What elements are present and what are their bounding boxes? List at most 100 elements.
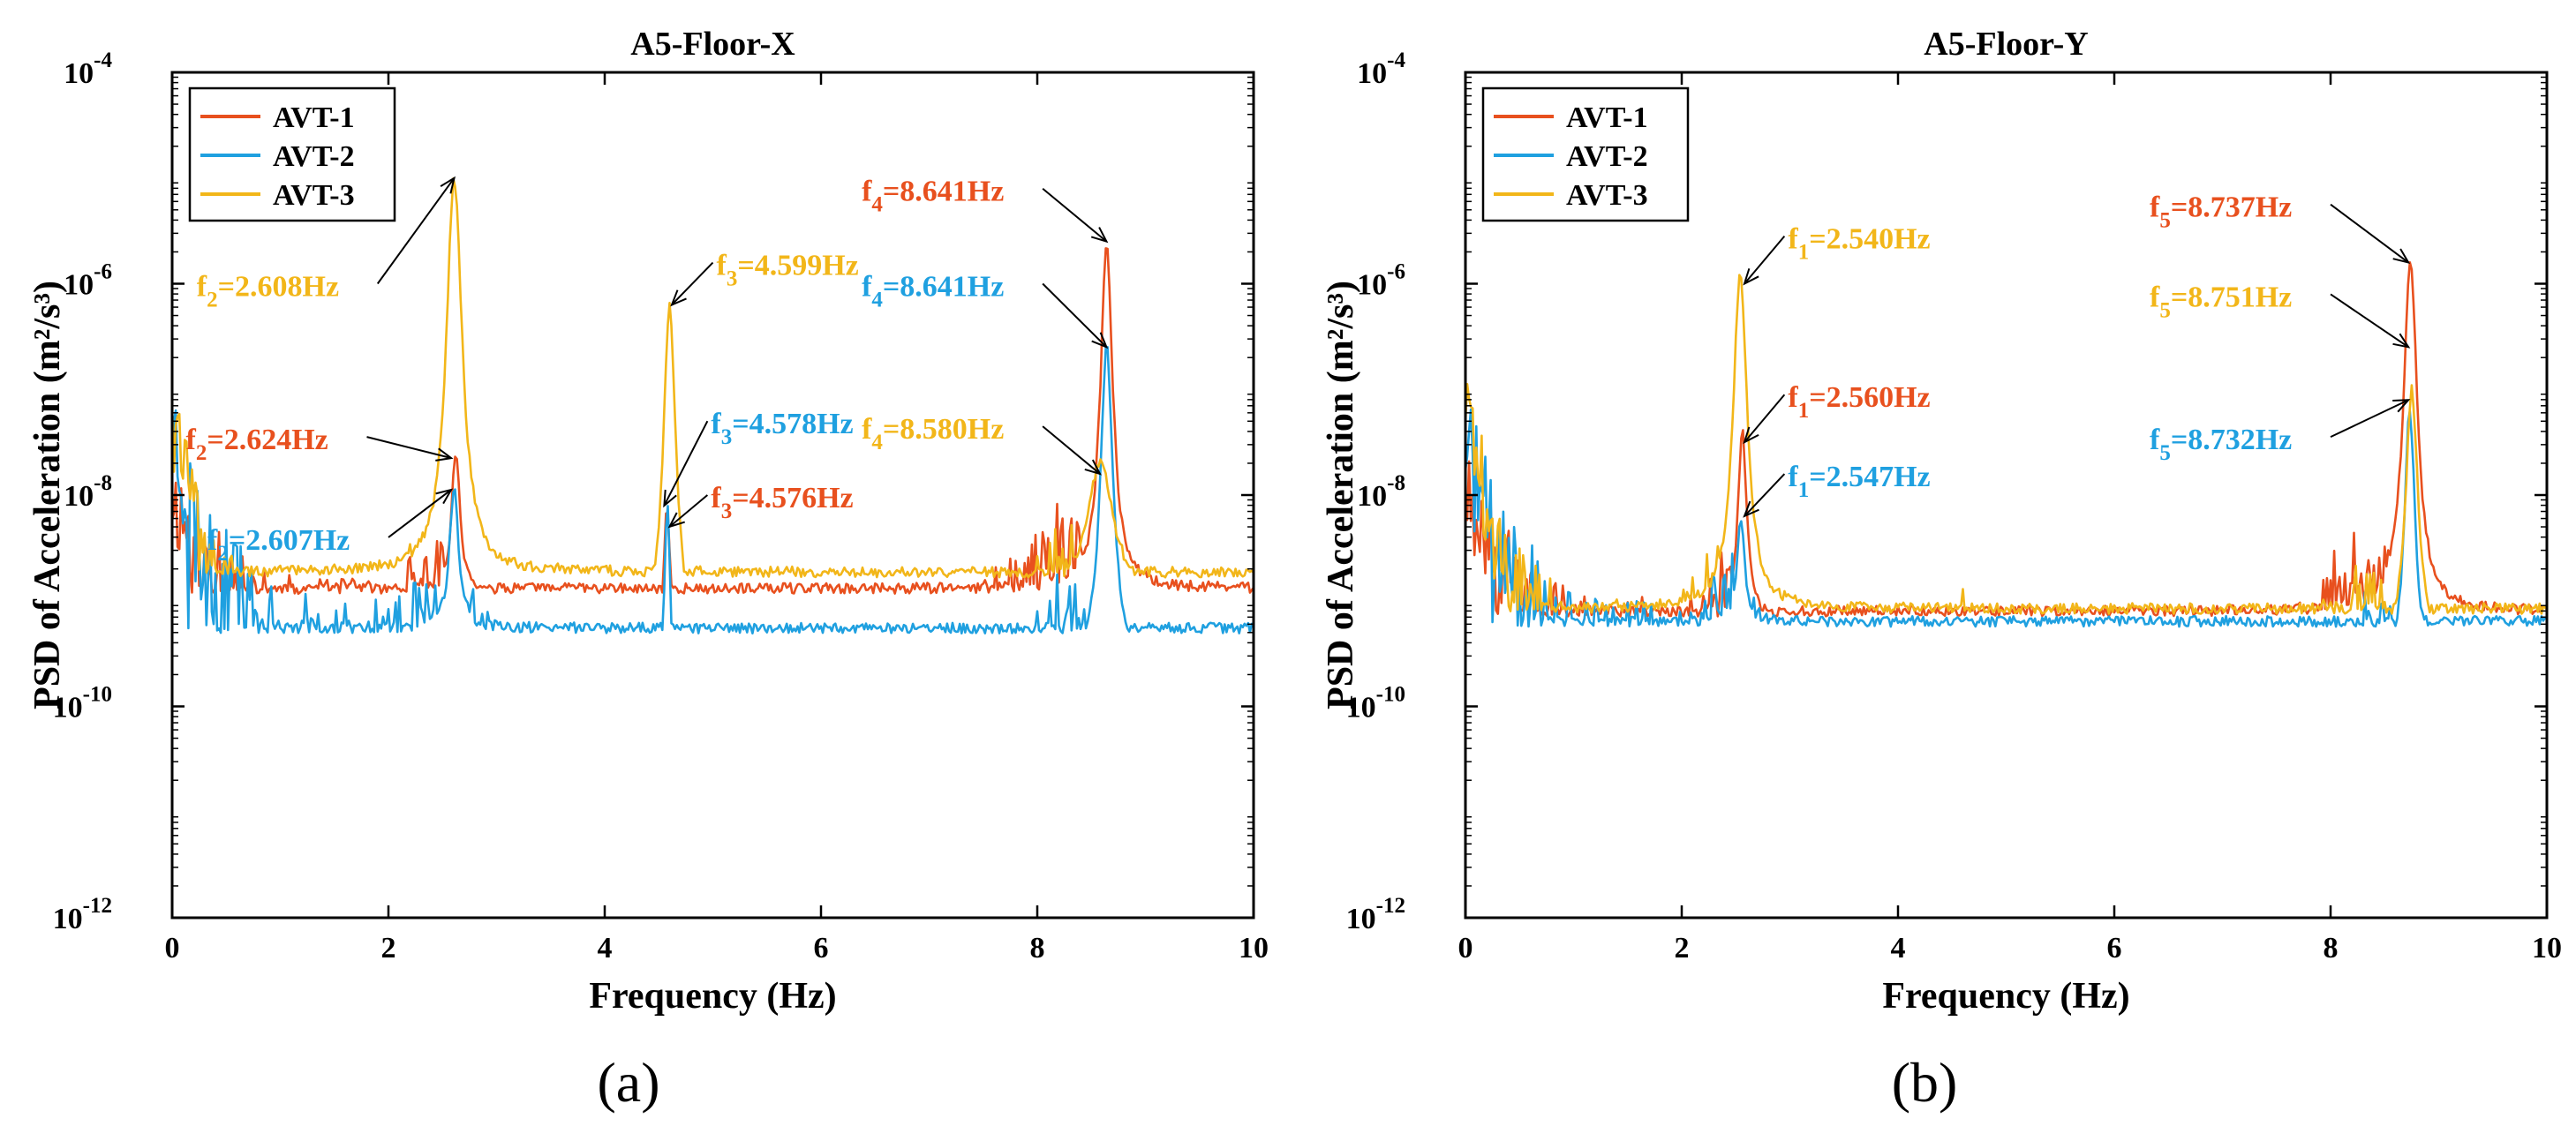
arrow-head	[670, 289, 687, 307]
y-tick-label: 10-12	[1346, 894, 1405, 935]
arrow-head	[2392, 399, 2411, 413]
arrow-head	[1091, 332, 1109, 349]
peak-label: f3=4.578Hz	[711, 408, 853, 449]
peak-label: f5=8.737Hz	[2150, 191, 2292, 233]
arrow-head	[2392, 333, 2411, 349]
y-tick-label: 10-4	[1357, 49, 1405, 90]
y-tick-label: 10-10	[53, 683, 112, 724]
x-tick-label: 8	[2324, 932, 2339, 965]
peak-annotation: f2=2.607Hz	[207, 488, 454, 566]
chart-panel-a: 0 2 4 6 8 10 10-12 10-10 10-8 10-6 10-4 A5-Floor-X F…	[27, 26, 1269, 1114]
y-tick-label: 10-8	[1357, 471, 1405, 513]
peak-label: f5=8.732Hz	[2150, 424, 2292, 465]
peak-label: f2=2.607Hz	[207, 524, 350, 566]
x-tick-label: 8	[1030, 932, 1045, 965]
arrow-line	[2330, 293, 2409, 349]
panel-caption: (b)	[1892, 1051, 1958, 1114]
series-group	[172, 177, 1254, 634]
arrow-head	[663, 489, 677, 508]
peak-annotation: f1=2.547Hz	[1743, 461, 1931, 518]
legend-entry: AVT-3	[273, 179, 355, 212]
series-line-avt-3	[172, 177, 1254, 579]
arrow-head	[1743, 268, 1759, 286]
legend-entry: AVT-3	[1566, 179, 1648, 212]
peak-annotation: f3=4.599Hz	[670, 250, 859, 307]
arrow-head	[1743, 500, 1759, 518]
x-tick-label: 2	[1675, 932, 1690, 965]
y-tick-label: 10-4	[64, 49, 112, 90]
x-tick-label: 6	[814, 932, 829, 965]
arrow-line	[2330, 399, 2409, 439]
series-line-avt-3	[1465, 274, 2547, 615]
y-tick-label: 10-10	[1346, 683, 1405, 724]
y-tick-label: 10-12	[53, 894, 112, 935]
arrow-line	[388, 489, 452, 538]
arrow-head	[2392, 248, 2411, 265]
series-line-avt-1	[172, 247, 1254, 596]
peak-label: f3=4.599Hz	[717, 250, 859, 291]
peak-label: f4=8.641Hz	[862, 271, 1004, 312]
legend-entry: AVT-1	[273, 101, 355, 134]
legend-entry: AVT-2	[273, 140, 355, 173]
peak-annotation: f4=8.641Hz	[862, 271, 1109, 349]
series-line-avt-2	[1465, 408, 2547, 628]
legend-entry: AVT-2	[1566, 140, 1648, 173]
arrow-line	[366, 436, 452, 460]
arrow-head	[1084, 459, 1102, 476]
arrow-line	[376, 177, 456, 285]
peak-annotation: f2=2.624Hz	[186, 424, 454, 465]
arrow-line	[1042, 187, 1108, 243]
y-tick-label: 10-6	[1357, 260, 1405, 302]
arrow-line	[671, 261, 714, 306]
peak-label: f4=8.641Hz	[862, 176, 1004, 217]
peak-annotation: f5=8.732Hz	[2150, 399, 2411, 465]
arrow-line	[668, 494, 709, 528]
arrow-head	[435, 488, 454, 505]
x-tick-label: 6	[2107, 932, 2122, 965]
arrow-head	[1090, 227, 1109, 244]
y-axis-label: PSD of Acceleration (m²/s³)	[27, 281, 68, 709]
series-group	[1465, 261, 2547, 628]
arrow-line	[1744, 235, 1786, 285]
peak-label: f4=8.580Hz	[862, 413, 1004, 454]
peak-annotation: f4=8.641Hz	[862, 176, 1109, 244]
arrow-head	[667, 512, 685, 529]
x-tick-label: 0	[165, 932, 180, 965]
arrow-line	[663, 420, 709, 507]
chart-title: A5-Floor-Y	[1924, 26, 2088, 63]
peak-annotation: f5=8.737Hz	[2150, 191, 2411, 265]
arrow-head	[1743, 426, 1759, 445]
peak-annotation: f5=8.751Hz	[2150, 282, 2411, 349]
x-tick-label: 4	[1891, 932, 1906, 965]
x-tick-label: 10	[2532, 932, 2562, 965]
arrow-line	[1042, 425, 1101, 475]
arrow-head	[435, 447, 454, 462]
arrow-line	[1042, 282, 1108, 349]
peak-annotation: f4=8.580Hz	[862, 413, 1102, 476]
y-axis-label: PSD of Acceleration (m²/s³)	[1321, 281, 1361, 709]
arrow-head	[440, 176, 456, 194]
peak-label: f1=2.540Hz	[1788, 223, 1930, 265]
y-tick-label: 10-8	[64, 471, 112, 513]
peak-annotation: f3=4.578Hz	[663, 408, 854, 508]
peak-label: f3=4.576Hz	[711, 482, 853, 523]
x-tick-label: 4	[598, 932, 613, 965]
legend: AVT-1 AVT-2 AVT-3	[1481, 86, 1690, 222]
peak-label: f2=2.624Hz	[186, 424, 328, 465]
peak-label: f2=2.608Hz	[197, 271, 339, 312]
arrow-line	[1744, 473, 1786, 517]
x-axis-label: Frequency (Hz)	[589, 976, 836, 1017]
panel-caption: (a)	[597, 1051, 659, 1114]
x-axis-label: Frequency (Hz)	[1882, 976, 2129, 1017]
peak-annotation: f2=2.608Hz	[197, 176, 456, 312]
legend: AVT-1 AVT-2 AVT-3	[188, 86, 396, 222]
y-tick-label: 10-6	[64, 260, 112, 302]
series-line-avt-2	[172, 346, 1254, 634]
x-tick-label: 10	[1239, 932, 1269, 965]
peak-label: f1=2.560Hz	[1788, 381, 1930, 423]
peak-label: f1=2.547Hz	[1788, 461, 1930, 502]
chart-panel-b: 0 2 4 6 8 10 10-12 10-10 10-8 10-6 10-4 A5-Floor-Y F…	[1321, 26, 2562, 1114]
peak-annotation: f1=2.540Hz	[1743, 223, 1931, 286]
